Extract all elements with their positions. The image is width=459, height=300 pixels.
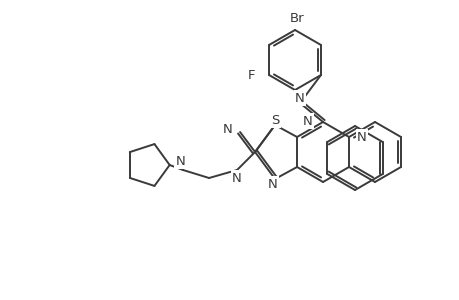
Text: F: F xyxy=(247,68,254,82)
Text: N: N xyxy=(295,92,304,104)
Text: N: N xyxy=(222,122,231,136)
Text: N: N xyxy=(268,178,277,190)
Text: N: N xyxy=(302,115,312,128)
Text: Br: Br xyxy=(289,11,304,25)
Text: S: S xyxy=(270,113,279,127)
Text: N: N xyxy=(356,130,366,143)
Text: N: N xyxy=(175,154,185,167)
Text: N: N xyxy=(232,172,241,184)
